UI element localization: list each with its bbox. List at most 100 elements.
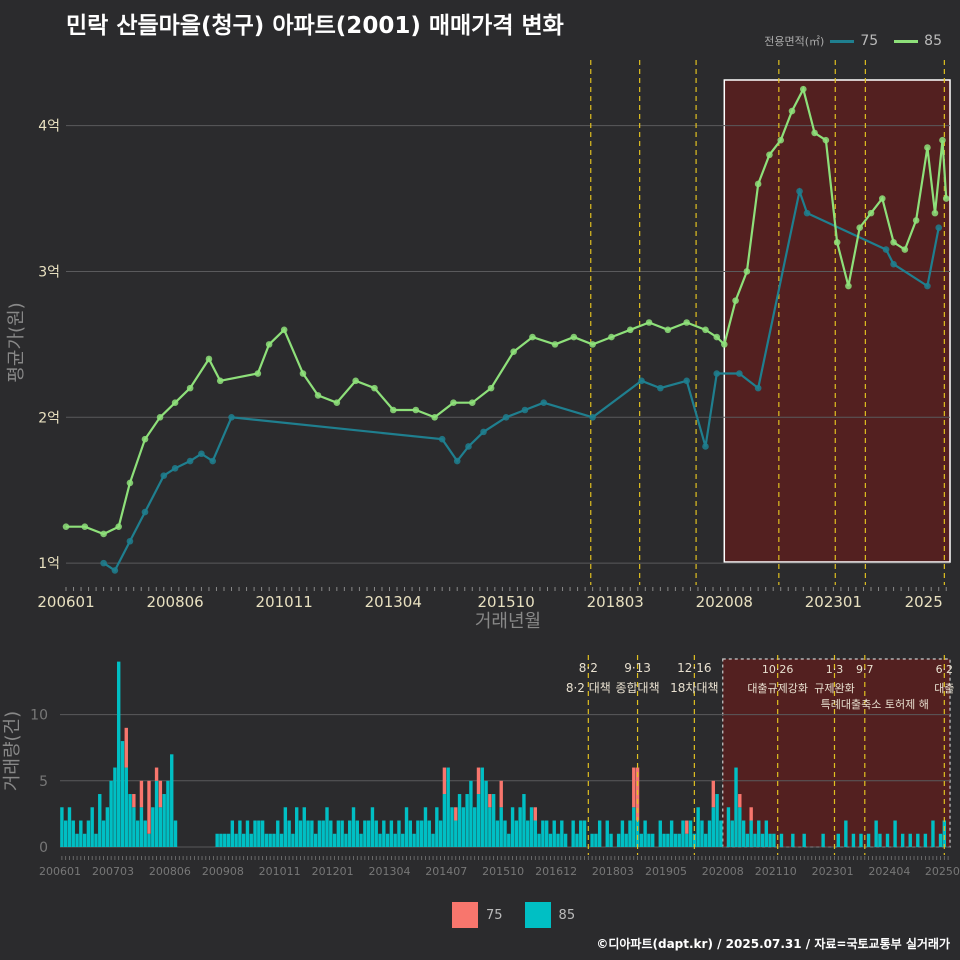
- volume-bar-85: [556, 833, 560, 847]
- volume-bar-85: [461, 807, 466, 847]
- price-point-75: [111, 567, 119, 574]
- volume-bar-85: [563, 833, 568, 847]
- volume-bar-85: [522, 794, 526, 847]
- volume-bar-85: [219, 833, 223, 847]
- volume-bar-85: [514, 820, 519, 847]
- volume-bar-85: [151, 807, 155, 847]
- volume-bar-85: [382, 820, 386, 847]
- volume-bar-85: [416, 820, 420, 847]
- volume-bar-85: [673, 833, 678, 847]
- price-point-85: [265, 341, 273, 348]
- price-y-tick-label: 4억: [38, 119, 60, 135]
- volume-bar-85: [609, 833, 613, 847]
- price-point-75: [480, 428, 487, 436]
- volume-y-axis-title: 거래량(건): [2, 711, 23, 791]
- volume-bar-85: [291, 833, 295, 847]
- volume-bar-85: [397, 820, 401, 847]
- price-point-85: [389, 406, 397, 414]
- volume-bar-85: [298, 820, 303, 847]
- price-point-75: [713, 370, 721, 377]
- price-point-85: [431, 413, 438, 421]
- volume-bar-75: [488, 794, 492, 808]
- volume-bar-85: [295, 807, 299, 847]
- volume-bar-85: [154, 780, 159, 847]
- volume-bar-85: [537, 833, 541, 847]
- policy-name-label: 특례대출축소 토허제 해: [821, 697, 929, 711]
- volume-bar-85: [681, 820, 685, 847]
- volume-bar-85: [139, 807, 144, 847]
- volume-bar-85: [63, 820, 68, 847]
- price-point-85: [720, 341, 728, 348]
- volume-bar-85: [234, 833, 238, 847]
- volume-bar-75: [499, 780, 503, 808]
- price-point-75: [160, 472, 168, 479]
- volume-bar-85: [677, 833, 681, 847]
- volume-bar-85: [916, 833, 920, 847]
- price-point-85: [216, 377, 224, 385]
- volume-bar-85: [408, 820, 413, 847]
- volume-bar-85: [866, 833, 871, 847]
- volume-bar-85: [707, 820, 712, 847]
- volume-bar-75: [154, 767, 159, 781]
- volume-bar-85: [260, 820, 265, 847]
- volume-bar-75: [139, 780, 144, 808]
- volume-bar-85: [764, 820, 769, 847]
- volume-bar-85: [900, 833, 905, 847]
- price-point-85: [254, 370, 262, 377]
- volume-bar-85: [499, 807, 503, 847]
- volume-legend-85-label: 85: [558, 907, 576, 923]
- price-point-75: [924, 282, 931, 290]
- volume-bar-75: [738, 794, 742, 808]
- volume-y-tick-label: 5: [39, 774, 48, 790]
- policy-name-label: 대출: [934, 682, 954, 695]
- volume-bar-85: [276, 820, 280, 847]
- price-point-75: [228, 413, 235, 421]
- price-point-85: [115, 523, 122, 530]
- volume-bar-85: [94, 833, 98, 847]
- volume-bar-85: [427, 820, 431, 847]
- price-point-85: [371, 384, 378, 392]
- volume-bar-85: [450, 807, 454, 847]
- price-point-85: [924, 144, 931, 151]
- volume-bar-85: [616, 833, 621, 847]
- volume-bar-85: [438, 820, 443, 847]
- volume-x-tick-label: 201803: [592, 865, 634, 878]
- price-point-85: [62, 523, 70, 530]
- volume-bar-85: [241, 833, 246, 847]
- price-y-tick-label: 2억: [38, 410, 60, 426]
- source-credit: ©디아파트(dapt.kr) / 2025.07.31 / 자료=국토교통부 실…: [596, 937, 950, 951]
- volume-bar-85: [302, 807, 306, 847]
- volume-bar-85: [67, 807, 72, 847]
- price-point-75: [465, 443, 472, 450]
- volume-x-tick-label: 200908: [202, 865, 244, 878]
- volume-bar-85: [442, 794, 447, 847]
- volume-bar-85: [874, 820, 878, 847]
- volume-bar-85: [639, 833, 644, 847]
- volume-bar-85: [124, 767, 128, 847]
- volume-x-tick-label: 201011: [259, 865, 301, 878]
- volume-bar-85: [332, 833, 337, 847]
- volume-bar-85: [647, 833, 651, 847]
- volume-bar-85: [272, 833, 276, 847]
- price-highlight-region: [723, 79, 951, 563]
- volume-bar-85: [635, 820, 640, 847]
- volume-bar-85: [632, 807, 636, 847]
- policy-name-label: 18차대책: [670, 680, 718, 695]
- volume-highlight-region: [722, 658, 951, 848]
- price-point-85: [487, 384, 495, 392]
- volume-bar-85: [412, 833, 416, 847]
- volume-bar-85: [495, 820, 500, 847]
- volume-bar-85: [741, 820, 746, 847]
- volume-bar-85: [135, 820, 140, 847]
- price-point-85: [156, 413, 164, 421]
- price-y-tick-label: 3억: [38, 264, 60, 280]
- legend-75-line-swatch: [830, 39, 855, 43]
- price-point-75: [702, 443, 709, 450]
- price-point-85: [280, 326, 288, 334]
- price-point-75: [100, 559, 107, 567]
- price-point-85: [314, 392, 322, 399]
- price-point-85: [743, 268, 751, 275]
- volume-bar-75: [124, 727, 128, 768]
- price-point-85: [141, 435, 149, 443]
- volume-x-tick-label: 202301: [812, 865, 854, 878]
